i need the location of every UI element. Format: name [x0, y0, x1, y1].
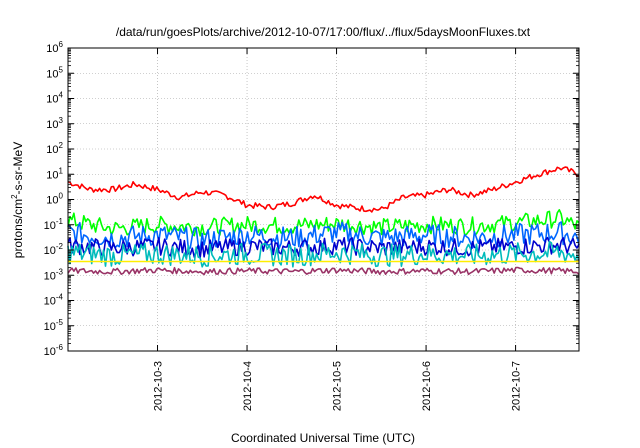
- y-tick-label-exp: -2: [56, 242, 64, 251]
- y-tick-label-base: 10: [44, 321, 56, 333]
- y-tick-label: 105: [46, 65, 63, 80]
- y-axis-label-exponent: 2: [10, 194, 19, 199]
- x-tick-labels: 2012-10-3 2012-10-4 2012-10-5 2012-10-6 2012…: [153, 361, 523, 411]
- y-tick-label-exp: -5: [56, 318, 64, 327]
- y-tick-label-base: 10: [44, 270, 56, 282]
- y-tick-label-base: 10: [46, 43, 58, 55]
- y-tick-label-exp: 5: [59, 65, 64, 74]
- series-line-1: [67, 166, 580, 213]
- y-axis-label-rest: -s-sr-MeV: [11, 142, 25, 195]
- y-tick-label-exp: 6: [59, 40, 64, 49]
- x-tick-label: 2012-10-6: [421, 361, 433, 411]
- y-tick-label-exp: -6: [56, 343, 64, 352]
- y-tick-label: 102: [46, 141, 63, 156]
- y-tick-label: 104: [46, 91, 63, 106]
- y-tick-label-exp: -4: [56, 293, 64, 302]
- y-tick-label-exp: 0: [59, 192, 64, 201]
- y-tick-label-base: 10: [44, 346, 56, 358]
- y-tick-label: 10-3: [44, 267, 64, 282]
- y-tick-label: 10-2: [44, 242, 64, 257]
- y-tick-label: 101: [46, 166, 63, 181]
- series-group: [67, 166, 580, 276]
- y-tick-label: 10-5: [44, 318, 64, 333]
- x-axis-label: Coordinated Universal Time (UTC): [231, 431, 415, 445]
- y-tick-label-base: 10: [46, 119, 58, 131]
- tick-marks: [68, 47, 579, 352]
- chart-title: /data/run/goesPlots/archive/2012-10-07/1…: [116, 25, 531, 39]
- y-tick-label-exp: 1: [59, 166, 64, 175]
- y-tick-label-exp: 4: [59, 91, 64, 100]
- series-line-5: [67, 240, 580, 268]
- y-tick-label-base: 10: [44, 296, 56, 308]
- series-line-7: [67, 266, 580, 276]
- x-tick-label: 2012-10-4: [242, 361, 254, 411]
- y-tick-label-exp: 2: [59, 141, 64, 150]
- grid-lines: [68, 48, 579, 351]
- y-tick-label: 10-4: [44, 293, 64, 308]
- y-tick-labels: 10-610-510-410-310-210-11001011021031041…: [44, 40, 64, 358]
- y-tick-label-base: 10: [46, 169, 58, 181]
- y-tick-label-exp: -3: [56, 267, 64, 276]
- y-tick-label: 100: [46, 192, 63, 207]
- y-tick-label: 10-1: [44, 217, 64, 232]
- x-tick-label: 2012-10-3: [153, 361, 165, 411]
- y-tick-label-base: 10: [44, 245, 56, 257]
- y-tick-label-base: 10: [46, 94, 58, 106]
- y-tick-label-exp: -1: [56, 217, 64, 226]
- y-tick-label: 10-6: [44, 343, 64, 358]
- y-tick-label-base: 10: [46, 195, 58, 207]
- y-tick-label: 103: [46, 116, 63, 131]
- y-tick-label-base: 10: [46, 68, 58, 80]
- y-tick-label-base: 10: [46, 144, 58, 156]
- x-tick-label: 2012-10-5: [332, 361, 344, 411]
- y-axis-label: protons/cm2-s-sr-MeV: [10, 142, 25, 258]
- y-tick-label-base: 10: [44, 220, 56, 232]
- x-tick-label: 2012-10-7: [511, 361, 523, 411]
- y-tick-label-exp: 3: [59, 116, 64, 125]
- y-axis-label-unit: protons/cm: [11, 199, 25, 258]
- series-line-2: [67, 209, 580, 237]
- y-tick-label: 106: [46, 40, 63, 55]
